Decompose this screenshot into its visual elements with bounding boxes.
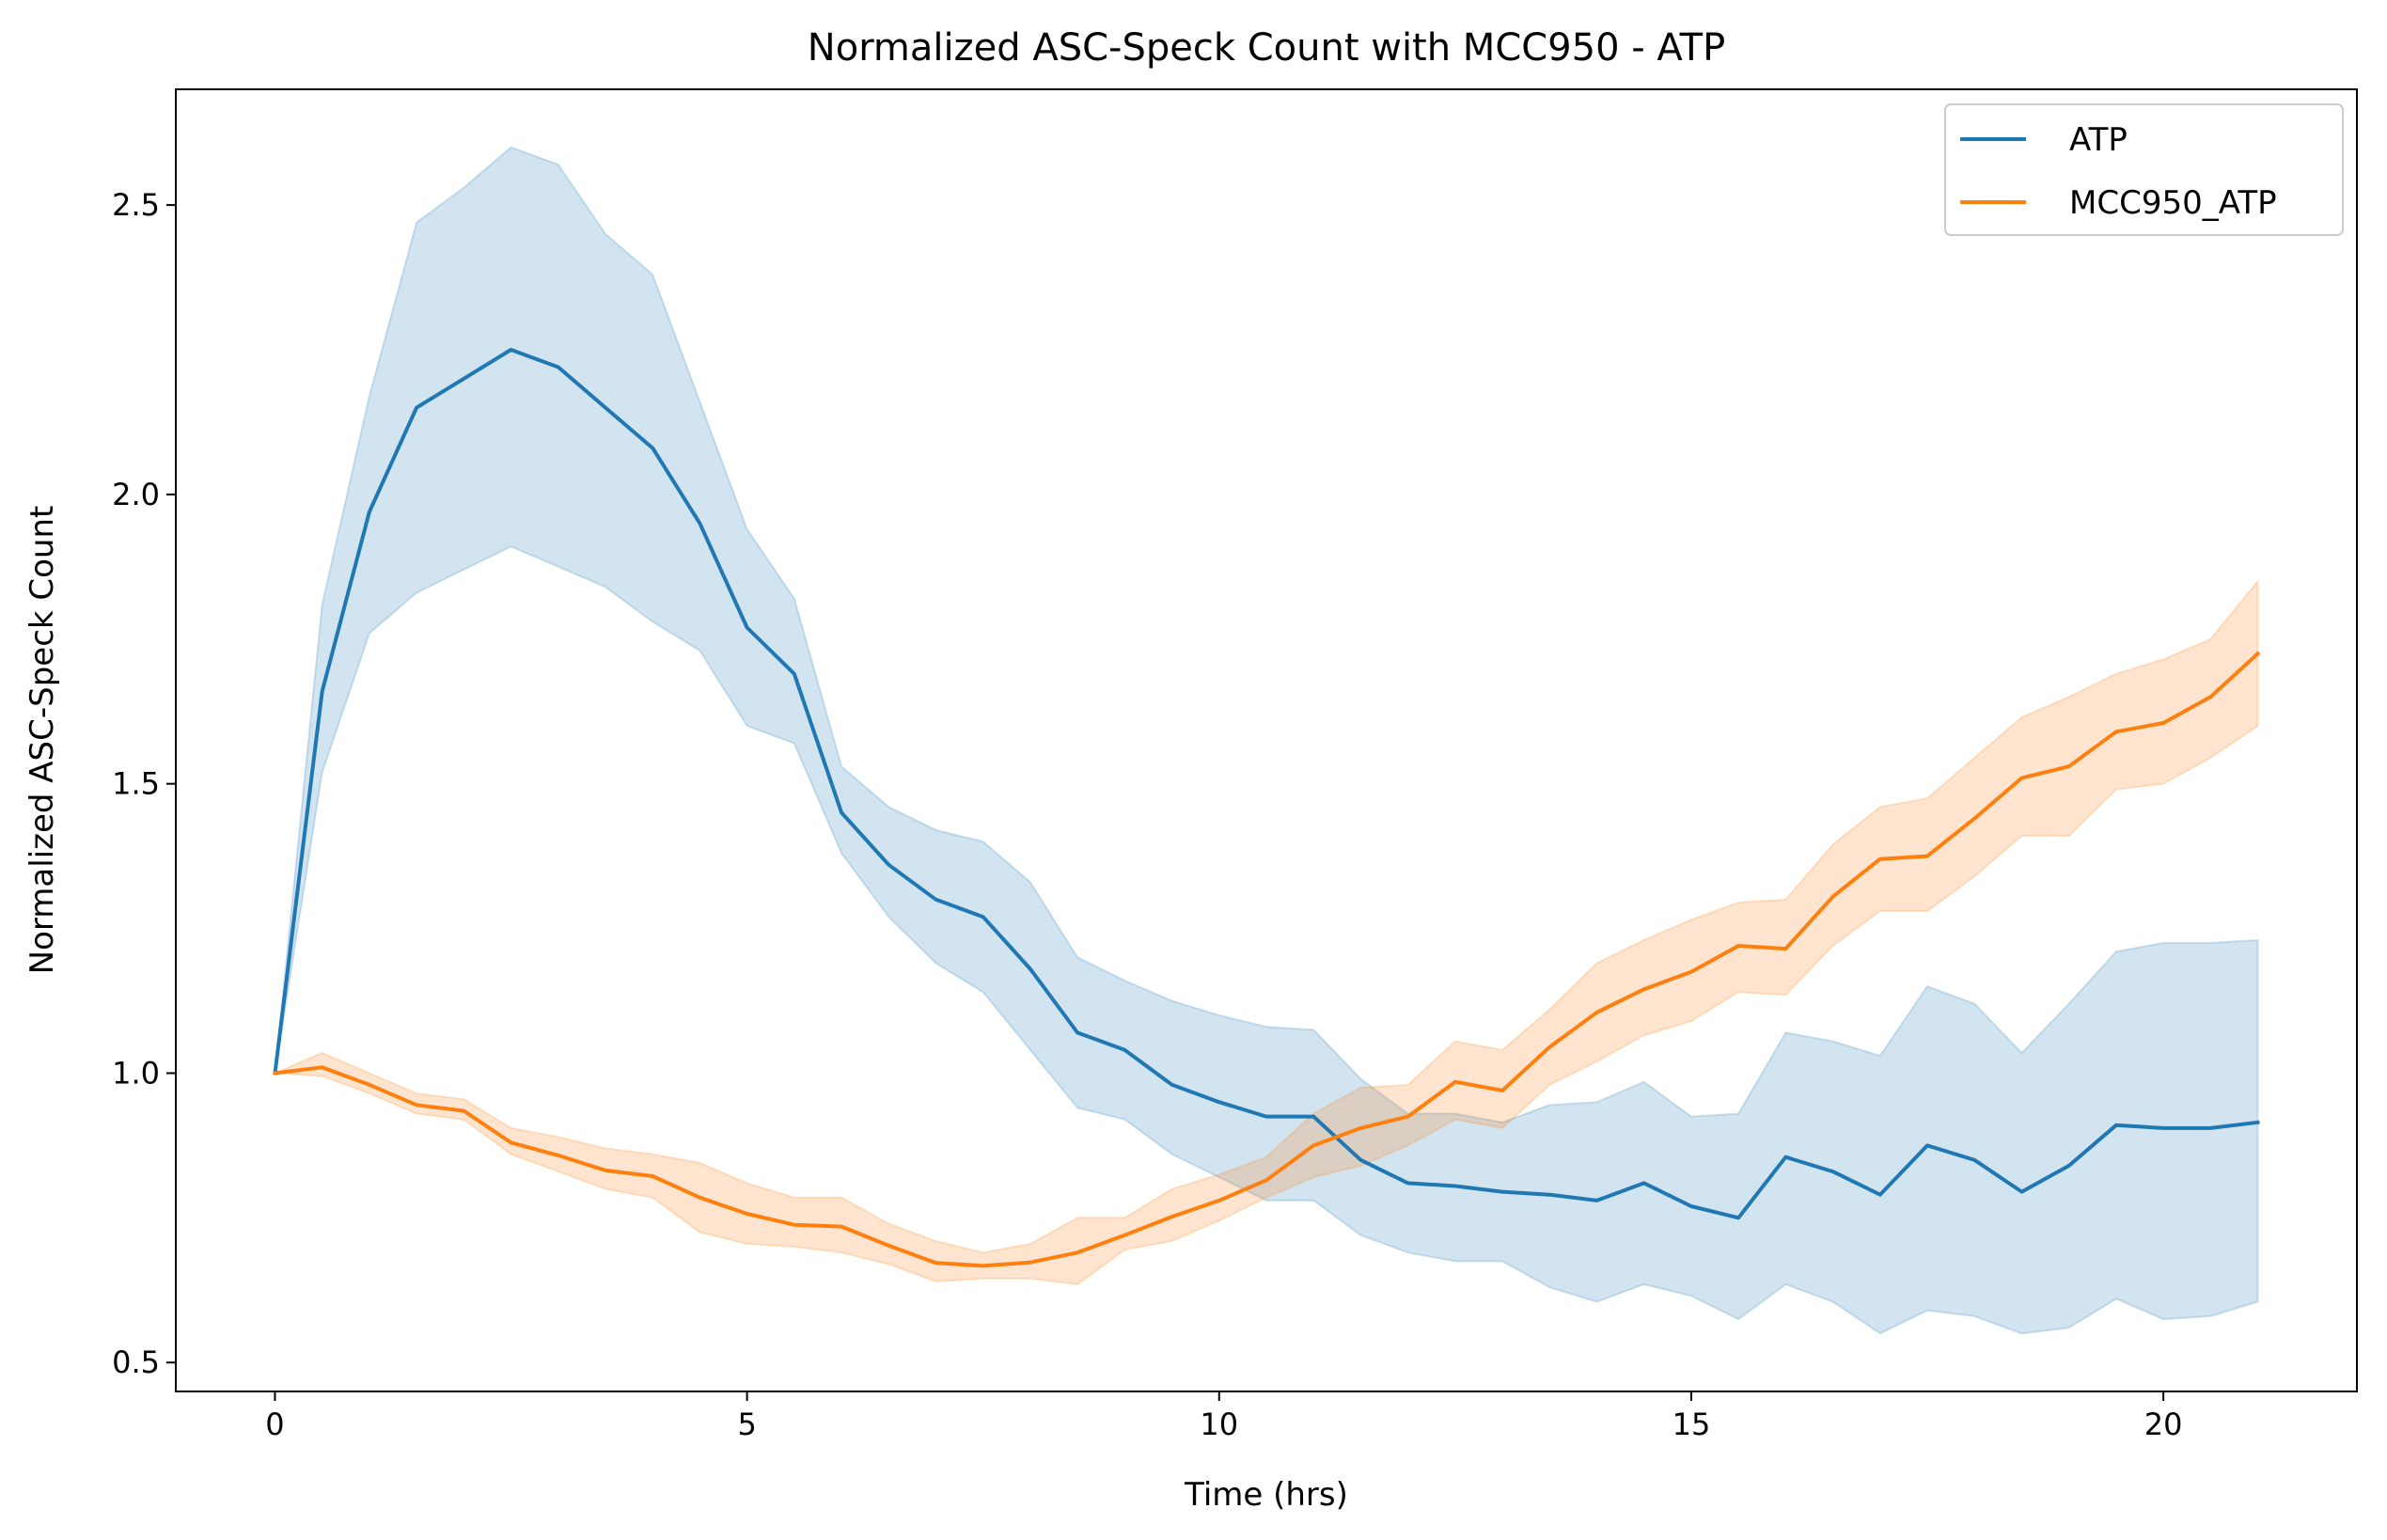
series-line-atp (273, 348, 2260, 1220)
x-tick-label: 5 (737, 1406, 756, 1442)
chart-title: Normalized ASC-Speck Count with MCC950 -… (808, 26, 1725, 70)
y-axis-title: Normalized ASC-Speck Count (24, 506, 61, 975)
series-lines (273, 348, 2261, 1268)
x-tick-label: 10 (1200, 1406, 1238, 1442)
x-tick-label: 0 (265, 1406, 284, 1442)
x-tick-label: 20 (2144, 1406, 2183, 1442)
plot-frame (175, 88, 2358, 1392)
legend-frame (1944, 103, 2344, 236)
y-tick-label: 2.0 (112, 477, 160, 512)
y-tick-label: 1.5 (112, 766, 160, 802)
legend: ATP MCC950_ATP (1944, 103, 2344, 236)
x-tick-label: 15 (1672, 1406, 1711, 1442)
x-axis-title: Time (hrs) (1184, 1476, 1348, 1514)
y-tick-label: 2.5 (112, 187, 160, 223)
legend-label-atp: ATP (2069, 121, 2128, 159)
legend-label-mcc950-atp: MCC950_ATP (2069, 184, 2277, 222)
y-tick-label: 1.0 (112, 1055, 160, 1091)
series-line-mcc950-atp (273, 651, 2261, 1268)
x-axis: 0 5 10 15 20 (265, 1391, 2182, 1442)
y-tick-label: 0.5 (112, 1344, 160, 1380)
y-axis: 0.5 1.0 1.5 2.0 2.5 (112, 187, 176, 1380)
